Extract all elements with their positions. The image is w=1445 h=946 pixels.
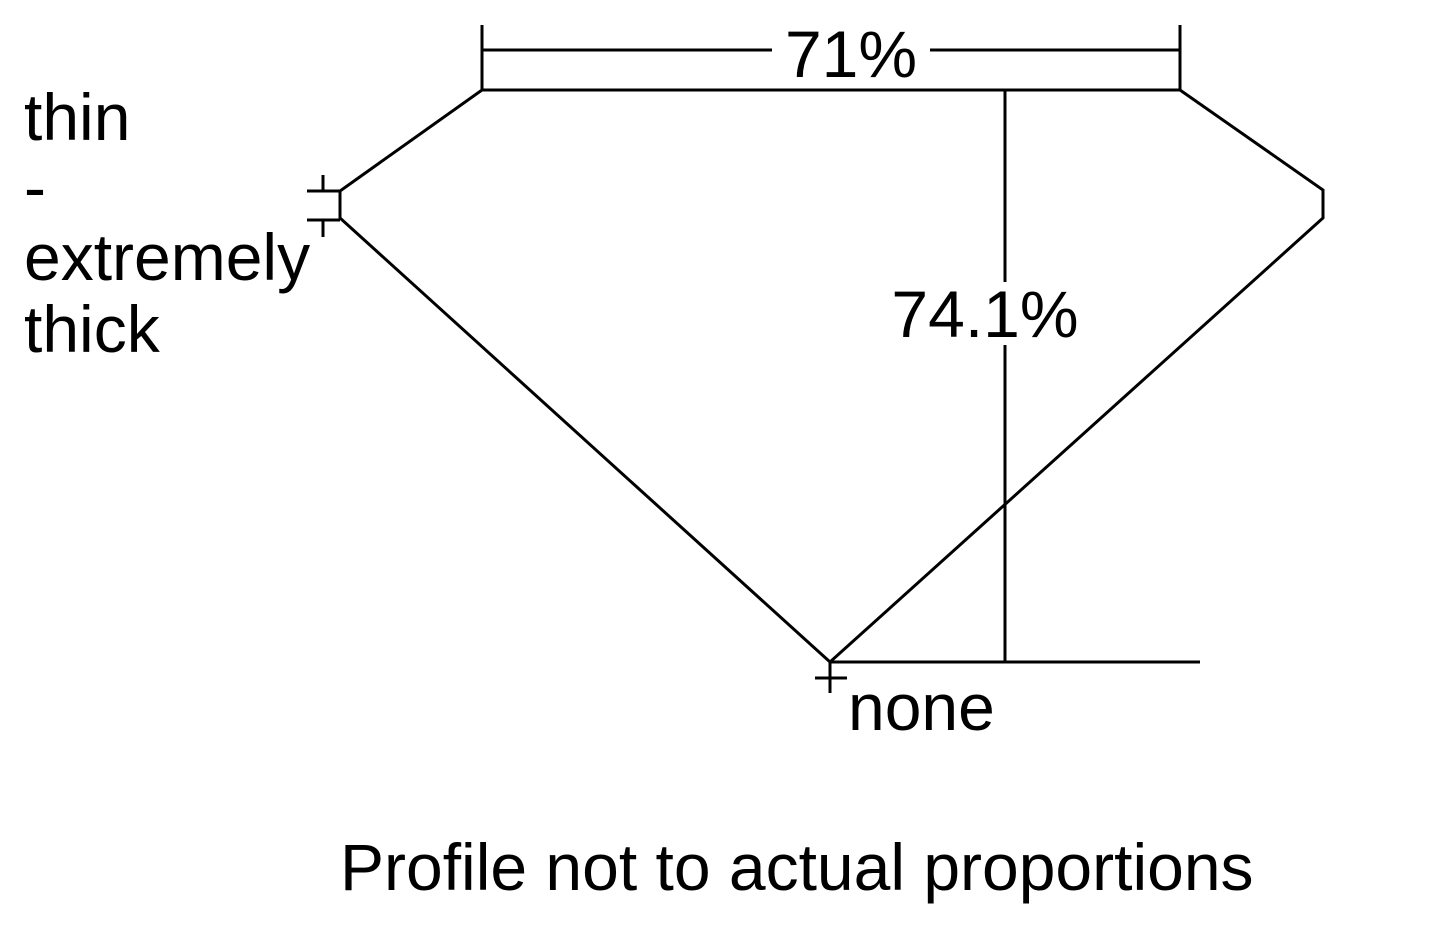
girdle-label-line: thick (24, 292, 161, 366)
girdle-label: thin - extremely thick (24, 80, 310, 366)
footnote: Profile not to actual proportions (340, 830, 1254, 904)
culet-label: none (848, 670, 995, 744)
diamond-outline (338, 88, 1325, 665)
girdle-markers (307, 175, 340, 237)
depth-percentage: 74.1% (891, 277, 1078, 351)
girdle-label-line: thin (24, 80, 130, 154)
depth-dimension (830, 90, 1200, 664)
girdle-label-line: - (24, 150, 46, 224)
girdle-label-line: extremely (24, 220, 310, 294)
table-percentage: 71% (785, 17, 917, 91)
culet-marker (815, 662, 847, 693)
table-dimension (480, 25, 1182, 90)
